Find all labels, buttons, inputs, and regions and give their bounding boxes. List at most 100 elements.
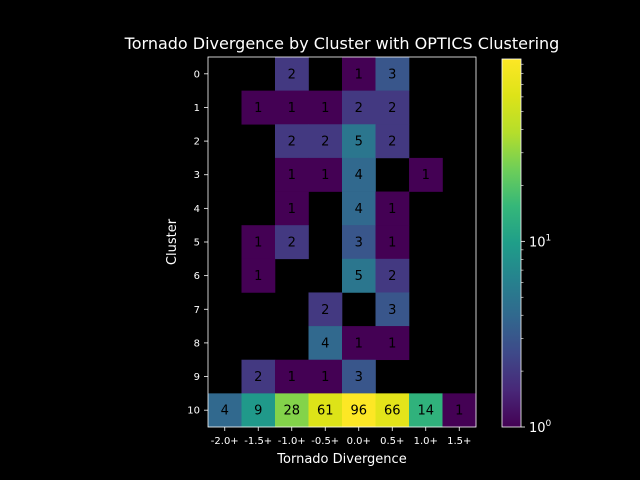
cell-value-label: 1 xyxy=(388,202,396,217)
y-tick-label: 5 xyxy=(194,238,200,249)
colorbar-ticks: 100 101 xyxy=(521,63,552,436)
cell-value-label: 1 xyxy=(288,101,296,116)
cell-value-label: 61 xyxy=(317,404,334,419)
heatmap-cell xyxy=(308,124,343,159)
cell-value-label: 66 xyxy=(384,404,401,419)
heatmap-cell xyxy=(275,191,309,226)
x-tick-label: 1.0+ xyxy=(414,436,438,447)
heatmap-cell xyxy=(409,393,443,428)
cell-value-label: 5 xyxy=(355,135,363,150)
heatmap-cell xyxy=(375,124,410,159)
cell-value-label: 3 xyxy=(355,236,363,251)
heatmap-cell xyxy=(275,393,309,428)
cell-value-label: 1 xyxy=(388,336,396,351)
cell-value-label: 2 xyxy=(254,370,262,385)
heatmap-cell xyxy=(375,57,410,91)
heatmap-cell xyxy=(241,258,276,293)
heatmap-cell xyxy=(275,57,309,91)
cell-value-label: 2 xyxy=(388,101,396,116)
y-tick-label: 4 xyxy=(194,204,200,215)
cell-value-label: 2 xyxy=(288,135,296,150)
heatmap-cell xyxy=(275,90,309,125)
heatmap-cell xyxy=(208,393,242,428)
cell-value-label: 28 xyxy=(283,404,300,419)
cell-value-label: 1 xyxy=(288,370,296,385)
heatmap-cell xyxy=(342,90,376,125)
cell-value-label: 1 xyxy=(288,168,296,183)
cell-value-label: 9 xyxy=(254,404,262,419)
cell-value-label: 14 xyxy=(417,404,434,419)
heatmap-cell xyxy=(375,90,410,125)
y-tick-label: 7 xyxy=(194,305,200,316)
y-axis-ticks: 0 1 2 3 4 5 6 7 8 9 10 xyxy=(187,69,208,417)
colorbar-tick-label: 101 xyxy=(529,233,551,250)
cell-value-label: 3 xyxy=(388,67,396,82)
heatmap-cell xyxy=(342,393,376,428)
cell-value-label: 4 xyxy=(355,202,363,217)
cell-value-label: 2 xyxy=(321,135,329,150)
heatmap-cell xyxy=(342,191,376,226)
heatmap-cell xyxy=(409,157,443,192)
chart-title: Tornado Divergence by Cluster with OPTIC… xyxy=(124,34,560,53)
y-tick-label: 8 xyxy=(194,338,200,349)
heatmap-cell xyxy=(241,393,276,428)
y-tick-label: 0 xyxy=(194,69,200,80)
heatmap-cell xyxy=(241,225,276,260)
x-tick-label: -1.5+ xyxy=(244,436,272,447)
heatmap-cell xyxy=(308,157,343,192)
heatmap-cell xyxy=(375,258,410,293)
x-axis-ticks: -2.0+ -1.5+ -1.0+ -0.5+ 0.0+ 0.5+ 1.0+ 1.5+ xyxy=(211,427,471,447)
cell-value-label: 2 xyxy=(321,303,329,318)
heatmap-cell xyxy=(308,326,343,361)
cell-value-label: 2 xyxy=(388,269,396,284)
heatmap-cell xyxy=(342,225,376,260)
cell-value-label: 1 xyxy=(254,101,262,116)
heatmap-cells: 2 1 31 1 1 2 22 2 5 21 1 4 11 4 11 2 3 11 5 22 34 1 12 1 1 34 9 28 6… xyxy=(208,57,477,428)
cell-value-label: 1 xyxy=(355,336,363,351)
y-tick-label: 6 xyxy=(194,271,200,282)
x-axis-label: Tornado Divergence xyxy=(276,452,406,467)
cell-value-label: 1 xyxy=(422,168,430,183)
cell-value-label: 96 xyxy=(350,404,367,419)
cell-value-label: 1 xyxy=(288,202,296,217)
heatmap-cell xyxy=(275,157,309,192)
cell-value-label: 3 xyxy=(388,303,396,318)
heatmap-cell xyxy=(275,225,309,260)
cell-value-label: 1 xyxy=(254,269,262,284)
cell-value-label: 4 xyxy=(355,168,363,183)
y-tick-label: 10 xyxy=(187,406,200,417)
heatmap-cell xyxy=(375,393,410,428)
heatmap-cell xyxy=(308,292,343,327)
x-tick-label: 0.0+ xyxy=(347,436,371,447)
cell-value-label: 2 xyxy=(388,135,396,150)
heatmap-cell xyxy=(275,124,309,159)
heatmap-cell xyxy=(241,359,276,394)
cell-value-label: 4 xyxy=(221,404,229,419)
heatmap-cell xyxy=(342,326,376,361)
heatmap-cell xyxy=(308,359,343,394)
x-tick-label: 0.5+ xyxy=(380,436,404,447)
heatmap-cell xyxy=(275,359,309,394)
cell-value-label: 1 xyxy=(254,236,262,251)
cell-value-label: 1 xyxy=(355,67,363,82)
cell-value-label: 1 xyxy=(455,404,463,419)
x-tick-label: -2.0+ xyxy=(211,436,239,447)
heatmap-cell xyxy=(375,292,410,327)
colorbar xyxy=(501,58,522,428)
x-tick-label: -1.0+ xyxy=(278,436,306,447)
heatmap-cell xyxy=(442,393,477,428)
cell-value-label: 2 xyxy=(288,67,296,82)
y-axis-label: Cluster xyxy=(165,218,180,265)
heatmap-cell xyxy=(342,57,376,91)
cell-value-label: 5 xyxy=(355,269,363,284)
heatmap-cell xyxy=(375,225,410,260)
heatmap-cell xyxy=(375,326,410,361)
cell-value-label: 1 xyxy=(321,101,329,116)
cell-value-label: 2 xyxy=(355,101,363,116)
y-tick-label: 3 xyxy=(194,170,200,181)
y-tick-label: 1 xyxy=(194,103,200,114)
cell-value-label: 1 xyxy=(321,370,329,385)
cell-value-label: 1 xyxy=(388,236,396,251)
cell-value-label: 3 xyxy=(355,370,363,385)
